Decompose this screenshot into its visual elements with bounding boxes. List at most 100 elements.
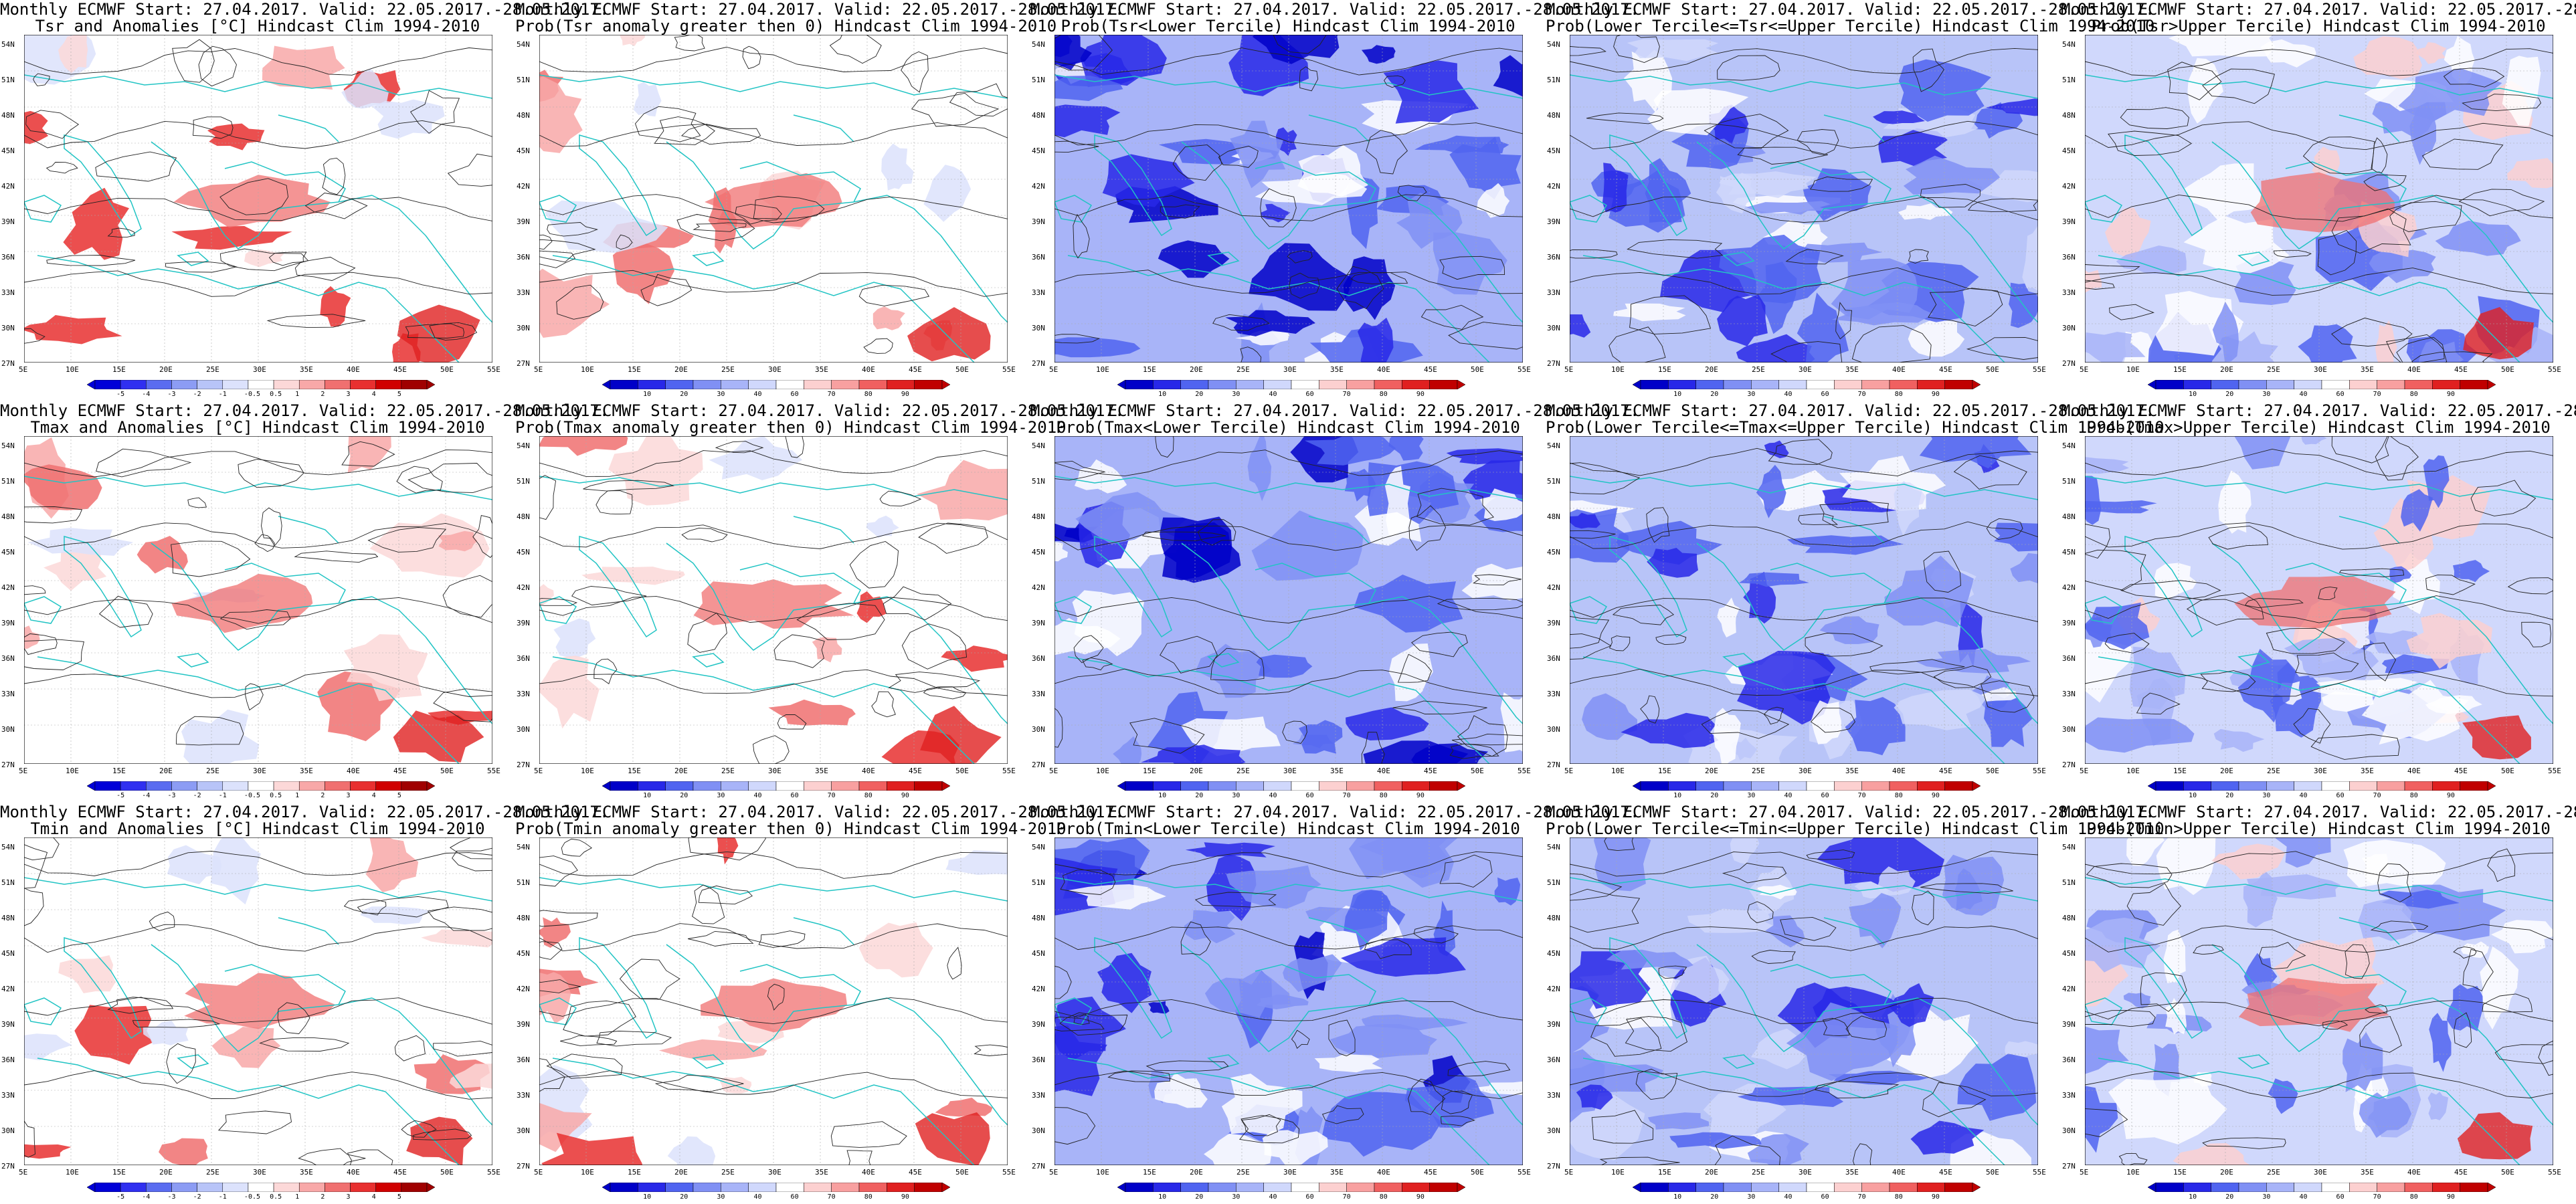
longitude-label: 50E [440,767,454,775]
color-bar-label: 10 [2189,1193,2197,1201]
latitude-label: 39N [2062,619,2076,627]
color-bar-label: 30 [717,1193,725,1201]
longitude-label: 45E [2454,767,2468,775]
latitude-label: 33N [2062,288,2076,297]
color-bar-label: 40 [1784,792,1792,799]
map-canvas [1570,35,2038,363]
longitude-label: 40E [2407,767,2421,775]
longitude-label: 45E [1424,767,1437,775]
latitude-label: 51N [1,878,15,887]
longitude-label: 30E [253,767,266,775]
color-bar-label: 90 [1931,1193,1940,1201]
longitude-label: 45E [909,1168,922,1177]
longitude-label: 25E [721,365,735,374]
panel-title-line1: Monthly ECMWF Start: 27.04.2017. Valid: … [1546,0,2155,19]
longitude-label: 5E [1049,365,1059,374]
latitude-label: 42N [517,583,530,592]
longitude-label: 15E [628,365,641,374]
color-bar [1117,1183,1465,1192]
latitude-label: 42N [2062,985,2076,993]
longitude-label: 40E [1377,1168,1390,1177]
longitude-label: 50E [1471,1168,1484,1177]
latitude-label: 48N [2062,914,2076,922]
longitude-label: 40E [1377,365,1390,374]
panel-title-line2: Prob(Tsr>Upper Tercile) Hindcast Clim 19… [2091,17,2546,35]
longitude-label: 15E [112,365,126,374]
longitude-label: 40E [1892,1168,1906,1177]
longitude-label: 30E [768,365,781,374]
longitude-label: 5E [1564,767,1574,775]
panel-title-line1: Monthly ECMWF Start: 27.04.2017. Valid: … [1030,401,1640,420]
map-panel: Monthly ECMWF Start: 27.04.2017. Valid: … [1546,803,2165,1204]
longitude-label: 15E [1143,767,1156,775]
latitude-label: 30N [1032,725,1045,734]
latitude-label: 39N [1032,619,1045,627]
longitude-label: 40E [862,767,875,775]
latitude-label: 48N [1547,914,1560,922]
map-canvas [1054,837,1523,1165]
latitude-label: 51N [1547,477,1560,486]
latitude-label: 48N [1,914,15,922]
map-panel: Monthly ECMWF Start: 27.04.2017. Valid: … [0,803,609,1204]
latitude-label: 48N [517,111,530,120]
longitude-label: 45E [1939,365,1952,374]
longitude-label: 40E [347,767,360,775]
longitude-label: 50E [955,365,969,374]
longitude-label: 35E [815,1168,828,1177]
longitude-label: 20E [674,1168,688,1177]
latitude-label: 27N [2062,761,2076,769]
longitude-label: 45E [393,365,407,374]
latitude-label: 33N [1547,690,1560,698]
latitude-label: 27N [1,359,15,368]
color-bar-label: -0.5 [244,1193,261,1201]
color-bar-label: 40 [2299,792,2308,799]
longitude-label: 15E [2173,365,2187,374]
color-bar-label: 4 [371,792,376,799]
longitude-label: 20E [674,767,688,775]
color-bar-label: 70 [827,792,836,799]
latitude-label: 30N [2062,1126,2076,1135]
latitude-label: 36N [1032,654,1045,663]
longitude-label: 15E [2173,767,2187,775]
color-bar-label: -1 [218,792,227,799]
longitude-label: 50E [1986,767,1999,775]
latitude-label: 30N [1032,1126,1045,1135]
longitude-label: 50E [955,767,969,775]
panel-title-line1: Monthly ECMWF Start: 27.04.2017. Valid: … [515,803,1125,821]
color-bar-label: 90 [2446,792,2455,799]
map-panel: Monthly ECMWF Start: 27.04.2017. Valid: … [2061,0,2576,401]
panel-title-line2: Prob(Tmin>Upper Tercile) Hindcast Clim 1… [2086,819,2551,838]
panel-title-line2: Prob(Lower Tercile<=Tmax<=Upper Tercile)… [1546,418,2165,437]
latitude-label: 54N [1,40,15,49]
latitude-label: 45N [1032,548,1045,557]
color-bar-label: 30 [717,792,725,799]
latitude-label: 33N [1547,288,1560,297]
color-bar-label: 20 [1710,391,1719,398]
longitude-label: 10E [581,767,594,775]
panel-title-line2: Prob(Tmax<Lower Tercile) Hindcast Clim 1… [1056,418,1520,437]
latitude-label: 36N [1547,1056,1560,1064]
longitude-label: 20E [2220,365,2233,374]
color-bar-label: 1 [295,1193,300,1201]
latitude-label: 39N [517,217,530,226]
latitude-label: 51N [2062,477,2076,486]
longitude-label: 10E [2126,767,2140,775]
longitude-label: 20E [159,365,173,374]
latitude-label: 45N [1,548,15,557]
longitude-label: 45E [2454,365,2468,374]
latitude-label: 36N [1547,253,1560,262]
latitude-label: 33N [1032,690,1045,698]
longitude-label: 55E [1002,365,1016,374]
color-bar-label: 80 [2409,792,2418,799]
panel-title-line2: Prob(Lower Tercile<=Tmin<=Upper Tercile)… [1546,819,2165,838]
longitude-label: 55E [1517,1168,1531,1177]
latitude-label: 54N [1032,40,1045,49]
latitude-label: 33N [1547,1091,1560,1100]
longitude-label: 55E [2548,365,2561,374]
longitude-label: 45E [1939,767,1952,775]
color-bar-label: 80 [1894,792,1903,799]
latitude-label: 33N [2062,690,2076,698]
longitude-label: 10E [1096,365,1109,374]
map-canvas [539,35,1008,363]
panel-title-line2: Prob(Tsr<Lower Tercile) Hindcast Clim 19… [1061,17,1515,35]
